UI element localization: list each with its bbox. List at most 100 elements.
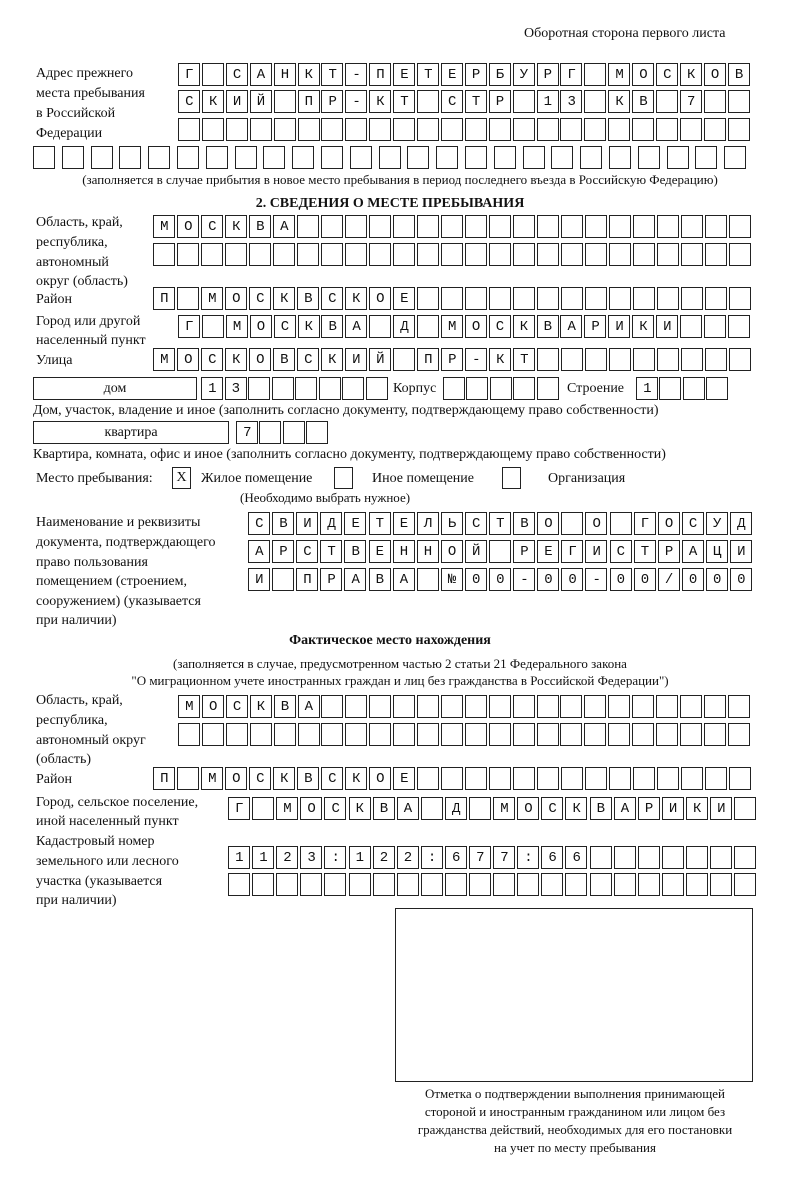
char-cell[interactable] bbox=[493, 873, 516, 896]
char-cell[interactable] bbox=[632, 723, 655, 746]
char-cell[interactable] bbox=[249, 723, 272, 746]
char-cell[interactable] bbox=[609, 568, 632, 591]
char-cell[interactable] bbox=[512, 90, 535, 113]
char-cell[interactable] bbox=[465, 146, 487, 169]
char-cell[interactable] bbox=[633, 243, 655, 266]
char-cell[interactable] bbox=[469, 797, 491, 820]
char-cell[interactable] bbox=[345, 243, 367, 266]
char-cell[interactable] bbox=[584, 315, 607, 338]
char-cell[interactable] bbox=[727, 315, 750, 338]
char-cell[interactable] bbox=[153, 348, 175, 371]
char-cell[interactable] bbox=[682, 377, 705, 400]
char-cell[interactable] bbox=[177, 215, 199, 238]
char-cell[interactable] bbox=[345, 90, 368, 113]
char-cell[interactable] bbox=[273, 243, 295, 266]
char-cell[interactable] bbox=[609, 767, 631, 790]
char-cell[interactable] bbox=[369, 90, 392, 113]
char-cell[interactable] bbox=[703, 695, 726, 718]
char-cell[interactable] bbox=[396, 797, 419, 820]
char-cell[interactable] bbox=[236, 421, 258, 444]
char-cell[interactable] bbox=[440, 695, 463, 718]
char-cell[interactable] bbox=[345, 215, 367, 238]
char-cell[interactable] bbox=[637, 797, 660, 820]
char-cell[interactable] bbox=[321, 243, 343, 266]
char-cell[interactable] bbox=[537, 767, 559, 790]
char-cell[interactable] bbox=[443, 377, 465, 400]
char-cell[interactable] bbox=[561, 767, 583, 790]
char-cell[interactable] bbox=[368, 540, 391, 563]
char-cell[interactable] bbox=[513, 512, 536, 535]
char-cell[interactable] bbox=[441, 348, 463, 371]
char-cell[interactable] bbox=[201, 723, 224, 746]
char-cell[interactable] bbox=[613, 873, 636, 896]
char-cell[interactable] bbox=[321, 118, 344, 141]
char-cell[interactable] bbox=[225, 767, 247, 790]
char-cell[interactable] bbox=[225, 723, 248, 746]
char-cell[interactable] bbox=[465, 767, 487, 790]
char-cell[interactable] bbox=[489, 540, 511, 563]
char-cell[interactable] bbox=[273, 118, 296, 141]
char-cell[interactable] bbox=[440, 568, 463, 591]
char-cell[interactable] bbox=[416, 540, 439, 563]
char-cell[interactable] bbox=[657, 348, 679, 371]
char-cell[interactable] bbox=[656, 315, 678, 338]
char-cell[interactable] bbox=[464, 695, 487, 718]
char-cell[interactable] bbox=[465, 287, 487, 310]
char-cell[interactable] bbox=[273, 315, 296, 338]
char-cell[interactable] bbox=[729, 767, 751, 790]
char-cell[interactable] bbox=[585, 767, 607, 790]
char-cell[interactable] bbox=[609, 287, 631, 310]
char-cell[interactable] bbox=[656, 90, 678, 113]
char-cell[interactable] bbox=[679, 723, 702, 746]
char-cell[interactable] bbox=[464, 118, 487, 141]
char-cell[interactable] bbox=[489, 215, 511, 238]
char-cell[interactable] bbox=[560, 723, 583, 746]
char-cell[interactable] bbox=[659, 377, 682, 400]
char-cell[interactable] bbox=[464, 540, 487, 563]
char-cell[interactable] bbox=[584, 695, 607, 718]
char-cell[interactable] bbox=[297, 767, 319, 790]
char-cell[interactable] bbox=[300, 846, 323, 869]
char-cell[interactable] bbox=[444, 846, 467, 869]
char-cell[interactable] bbox=[344, 512, 367, 535]
char-cell[interactable] bbox=[633, 512, 656, 535]
char-cell[interactable] bbox=[666, 146, 689, 169]
char-cell[interactable] bbox=[489, 287, 511, 310]
char-cell[interactable] bbox=[148, 146, 171, 169]
char-cell[interactable] bbox=[512, 315, 535, 338]
char-cell[interactable] bbox=[295, 377, 317, 400]
char-cell[interactable] bbox=[705, 767, 727, 790]
char-cell[interactable] bbox=[417, 695, 439, 718]
char-cell[interactable] bbox=[321, 63, 344, 86]
char-cell[interactable] bbox=[417, 215, 439, 238]
char-cell[interactable] bbox=[609, 146, 631, 169]
char-cell[interactable] bbox=[657, 540, 680, 563]
house-type-field[interactable]: дом bbox=[33, 377, 197, 400]
char-cell[interactable] bbox=[252, 797, 275, 820]
char-cell[interactable] bbox=[488, 315, 511, 338]
char-cell[interactable] bbox=[33, 146, 55, 169]
char-cell[interactable] bbox=[444, 797, 467, 820]
char-cell[interactable] bbox=[320, 568, 343, 591]
char-cell[interactable] bbox=[681, 512, 704, 535]
char-cell[interactable] bbox=[201, 377, 223, 400]
char-cell[interactable] bbox=[681, 348, 703, 371]
char-cell[interactable] bbox=[345, 695, 368, 718]
char-cell[interactable] bbox=[609, 512, 632, 535]
char-cell[interactable] bbox=[465, 215, 487, 238]
char-cell[interactable] bbox=[705, 512, 728, 535]
char-cell[interactable] bbox=[513, 243, 535, 266]
char-cell[interactable] bbox=[513, 767, 535, 790]
char-cell[interactable] bbox=[464, 568, 487, 591]
char-cell[interactable] bbox=[318, 377, 341, 400]
char-cell[interactable] bbox=[727, 723, 750, 746]
char-cell[interactable] bbox=[727, 63, 750, 86]
char-cell[interactable] bbox=[321, 146, 343, 169]
char-cell[interactable] bbox=[537, 287, 559, 310]
char-cell[interactable] bbox=[560, 695, 583, 718]
char-cell[interactable] bbox=[633, 215, 655, 238]
char-cell[interactable] bbox=[119, 146, 142, 169]
char-cell[interactable] bbox=[225, 243, 247, 266]
char-cell[interactable] bbox=[608, 723, 631, 746]
char-cell[interactable] bbox=[517, 873, 540, 896]
